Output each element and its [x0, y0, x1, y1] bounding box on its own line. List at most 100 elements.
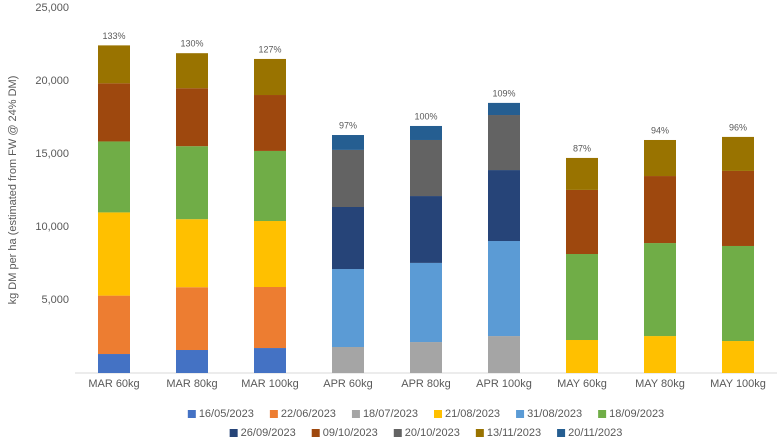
- legend-item: 18/09/2023: [598, 408, 664, 420]
- bar-segment: [98, 141, 130, 213]
- legend-swatch: [351, 410, 360, 418]
- bar-segment: [488, 336, 520, 373]
- bar-segment: [410, 139, 442, 197]
- bar-label: 94%: [651, 125, 669, 135]
- bar-segment: [488, 241, 520, 337]
- legend-item: 31/08/2023: [516, 408, 582, 420]
- y-tick-label: 10,000: [35, 221, 69, 233]
- legend-item: 20/11/2023: [557, 427, 622, 439]
- bar-segment: [410, 342, 442, 373]
- bar-segment: [644, 176, 676, 244]
- bar-segment: [254, 348, 286, 373]
- bar-segment: [488, 115, 520, 171]
- bar-segment: [254, 221, 286, 288]
- legend-item: 16/05/2023: [187, 408, 254, 420]
- bar-segment: [98, 212, 130, 296]
- bar-segment: [98, 295, 130, 355]
- bar-segment: [98, 83, 130, 142]
- x-tick-label: MAY 60kg: [557, 378, 607, 390]
- x-tick-label: MAR 80kg: [166, 378, 217, 390]
- x-tick-label: APR 100kg: [476, 378, 532, 390]
- bar-segment: [410, 262, 442, 343]
- legend-label: 22/06/2023: [281, 408, 336, 420]
- legend-label: 18/07/2023: [363, 408, 418, 420]
- legend-swatch: [187, 410, 196, 418]
- bar-segment: [566, 157, 598, 190]
- legend-item: 13/11/2023: [475, 427, 541, 439]
- y-tick-label: 20,000: [35, 75, 69, 87]
- legend-label: 16/05/2023: [199, 408, 254, 420]
- bar-segment: [254, 95, 286, 151]
- bar-segment: [722, 245, 754, 342]
- legend-label: 21/08/2023: [445, 408, 500, 420]
- bar-segment: [332, 269, 364, 348]
- y-axis-label: kg DM per ha (estimated from FW @ 24% DM…: [7, 76, 19, 305]
- bar-label: 96%: [729, 122, 747, 132]
- bar-segment: [176, 88, 208, 147]
- legend-label: 20/10/2023: [405, 427, 460, 439]
- bar-label: 100%: [414, 111, 437, 121]
- y-tick-label: 5,000: [41, 294, 69, 306]
- legend-item: 22/06/2023: [269, 408, 336, 420]
- legend-item: 21/08/2023: [434, 408, 500, 420]
- bar-segment: [722, 136, 754, 171]
- bar-segment: [176, 53, 208, 89]
- bar-segment: [332, 135, 364, 150]
- bar-label: 97%: [339, 120, 357, 130]
- bar-segment: [176, 287, 208, 351]
- bar-segment: [566, 340, 598, 373]
- legend-label: 09/10/2023: [323, 427, 378, 439]
- bar-segment: [488, 102, 520, 116]
- bar-segment: [410, 196, 442, 263]
- legend-label: 26/09/2023: [241, 427, 296, 439]
- legend-swatch: [269, 410, 278, 418]
- legend-label: 20/11/2023: [568, 427, 622, 439]
- x-tick-label: MAY 100kg: [710, 378, 766, 390]
- x-tick-label: MAY 80kg: [635, 378, 685, 390]
- bar-segment: [176, 350, 208, 373]
- y-tick-label: 15,000: [35, 148, 69, 160]
- x-tick-label: APR 80kg: [401, 378, 451, 390]
- legend-swatch: [598, 410, 607, 418]
- legend-label: 31/08/2023: [527, 408, 582, 420]
- legend-swatch: [311, 429, 320, 437]
- bar-segment: [722, 341, 754, 373]
- bar-segment: [332, 149, 364, 207]
- bar-segment: [176, 219, 208, 288]
- bar-segment: [644, 336, 676, 373]
- bar-segment: [176, 146, 208, 220]
- x-tick-label: MAR 100kg: [241, 378, 298, 390]
- bar-segment: [98, 45, 130, 84]
- bar-segment: [254, 150, 286, 222]
- bar-label: 109%: [492, 88, 515, 98]
- x-tick-label: MAR 60kg: [88, 378, 139, 390]
- legend-swatch: [557, 429, 566, 437]
- legend-swatch: [516, 410, 525, 418]
- legend-row: 26/09/2023 09/10/2023 20/10/2023 13/11/2023…: [229, 427, 622, 439]
- bar-segment: [254, 287, 286, 349]
- bar-segment: [566, 254, 598, 341]
- bar-segment: [254, 58, 286, 96]
- legend-swatch: [229, 429, 238, 437]
- bar-segment: [644, 243, 676, 337]
- bar-segment: [566, 189, 598, 255]
- x-tick-label: APR 60kg: [323, 378, 373, 390]
- legend-label: 13/11/2023: [487, 427, 541, 439]
- bar-segment: [98, 354, 130, 373]
- bar-segment: [332, 206, 364, 270]
- legend-swatch: [393, 429, 402, 437]
- bar-label: 87%: [573, 143, 591, 153]
- bar-segment: [488, 170, 520, 242]
- legend-item: 20/10/2023: [393, 427, 460, 439]
- bar-segment: [410, 125, 442, 140]
- bar-segment: [722, 170, 754, 246]
- legend-row: 16/05/2023 22/06/2023 18/07/2023 21/08/2023…: [187, 408, 664, 420]
- legend-swatch: [434, 410, 442, 418]
- bar-label: 127%: [258, 44, 281, 54]
- legend-label: 18/09/2023: [609, 408, 664, 420]
- bar-label: 130%: [180, 39, 203, 49]
- legend-item: 09/10/2023: [311, 427, 378, 439]
- bar-label: 133%: [102, 31, 125, 41]
- bar-segment: [332, 347, 364, 373]
